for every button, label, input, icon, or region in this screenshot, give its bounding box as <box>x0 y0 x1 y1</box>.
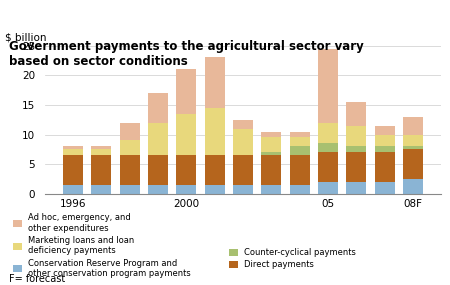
Bar <box>261 132 281 137</box>
Bar <box>346 102 366 126</box>
Bar <box>261 137 281 152</box>
Bar <box>346 146 366 152</box>
Bar <box>346 152 366 182</box>
Bar <box>261 185 281 194</box>
Bar <box>205 108 225 155</box>
Bar <box>205 155 225 185</box>
Bar <box>290 132 310 137</box>
Legend: Counter-cyclical payments, Direct payments: Counter-cyclical payments, Direct paymen… <box>229 248 356 269</box>
Bar <box>375 152 395 182</box>
Bar <box>176 114 196 155</box>
Bar <box>91 155 111 185</box>
Bar <box>403 146 423 149</box>
Bar <box>120 141 140 155</box>
Text: F= forecast: F= forecast <box>9 274 65 284</box>
Legend: Ad hoc, emergency, and
other expenditures, Marketing loans and loan
deficiency p: Ad hoc, emergency, and other expenditure… <box>13 213 191 278</box>
Bar <box>318 48 338 123</box>
Bar <box>375 182 395 194</box>
Bar <box>148 185 168 194</box>
Bar <box>176 185 196 194</box>
Bar <box>148 123 168 155</box>
Bar <box>290 155 310 185</box>
Bar <box>233 155 253 185</box>
Bar <box>290 146 310 155</box>
Text: Government payments to the agricultural sector vary
based on sector conditions: Government payments to the agricultural … <box>9 40 364 68</box>
Bar <box>403 149 423 179</box>
Bar <box>346 126 366 146</box>
Bar <box>318 152 338 182</box>
Bar <box>63 185 83 194</box>
Bar <box>403 135 423 146</box>
Bar <box>148 93 168 123</box>
Bar <box>261 152 281 155</box>
Bar <box>318 143 338 152</box>
Bar <box>233 129 253 155</box>
Bar <box>205 185 225 194</box>
Bar <box>63 149 83 155</box>
Bar <box>176 69 196 114</box>
Bar <box>176 155 196 185</box>
Bar <box>375 135 395 146</box>
Bar <box>290 137 310 146</box>
Bar <box>63 155 83 185</box>
Bar <box>290 185 310 194</box>
Bar <box>346 182 366 194</box>
Bar <box>403 117 423 135</box>
Bar <box>233 185 253 194</box>
Bar <box>205 58 225 108</box>
Bar <box>120 185 140 194</box>
Bar <box>63 146 83 149</box>
Bar <box>91 149 111 155</box>
Bar <box>261 155 281 185</box>
Bar <box>91 146 111 149</box>
Text: $ billion: $ billion <box>5 33 47 43</box>
Bar <box>120 155 140 185</box>
Bar <box>233 120 253 129</box>
Bar <box>91 185 111 194</box>
Bar <box>375 146 395 152</box>
Bar <box>318 182 338 194</box>
Bar <box>148 155 168 185</box>
Bar <box>403 179 423 194</box>
Bar <box>318 123 338 143</box>
Bar <box>375 126 395 135</box>
Bar <box>120 123 140 141</box>
